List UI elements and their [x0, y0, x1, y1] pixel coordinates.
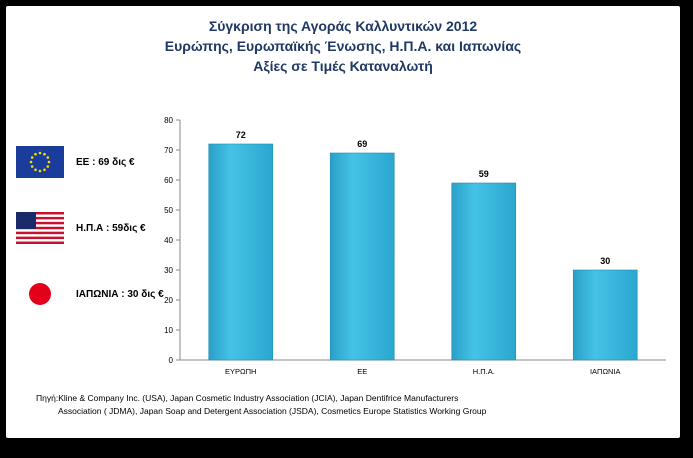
- legend-label-eu: ΕΕ : 69 δις €: [76, 156, 135, 168]
- legend-label-us: Η.Π.Α : 59δις €: [76, 222, 146, 234]
- us-flag-icon: [16, 212, 64, 244]
- x-tick-label-3: Η.Π.Α.: [473, 367, 495, 376]
- bar-2: [329, 152, 395, 361]
- bar-4: [572, 269, 638, 361]
- chart-title: Σύγκριση της Αγοράς Καλλυντικών 2012 Ευρ…: [6, 16, 680, 76]
- eu-flag-icon: [16, 146, 64, 178]
- legend-item-eu: ΕΕ : 69 δις €: [16, 144, 135, 180]
- x-tick-label-2: ΕΕ: [357, 367, 367, 376]
- japan-flag-icon: [16, 278, 64, 310]
- legend-label-japan: ΙΑΠΩΝΙΑ : 30 δις €: [76, 288, 164, 300]
- chart-panel: Σύγκριση της Αγοράς Καλλυντικών 2012 Ευρ…: [6, 6, 680, 438]
- x-tick-label-4: ΙΑΠΩΝΙΑ: [590, 367, 621, 376]
- y-tick-label: 10: [164, 326, 173, 335]
- source-line-2: Association ( JDMA), Japan Soap and Dete…: [58, 406, 487, 416]
- y-tick-label: 40: [164, 236, 173, 245]
- y-tick-label: 30: [164, 266, 173, 275]
- source-line-1: Πηγή:Kline & Company Inc. (USA), Japan C…: [36, 393, 459, 403]
- bar-1: [208, 143, 274, 361]
- y-tick-label: 70: [164, 146, 173, 155]
- legend-item-us: Η.Π.Α : 59δις €: [16, 210, 146, 246]
- y-tick-label: 80: [164, 116, 173, 125]
- source-note: Πηγή:Kline & Company Inc. (USA), Japan C…: [36, 392, 656, 418]
- value-label-2: 69: [357, 139, 367, 149]
- bar-3: [451, 182, 517, 361]
- y-tick-label: 20: [164, 296, 173, 305]
- x-tick-label-1: ΕΥΡΩΠΗ: [225, 367, 256, 376]
- y-tick-label: 60: [164, 176, 173, 185]
- y-tick-label: 0: [169, 356, 174, 365]
- title-line-3: Αξίες σε Τιμές Καταναλωτή: [253, 58, 433, 74]
- legend-item-japan: ΙΑΠΩΝΙΑ : 30 δις €: [16, 276, 164, 312]
- title-line-2: Ευρώπης, Ευρωπαϊκής Ένωσης, Η.Π.Α. και Ι…: [164, 38, 522, 54]
- title-line-1: Σύγκριση της Αγοράς Καλλυντικών 2012: [208, 18, 478, 34]
- value-label-3: 59: [479, 169, 489, 179]
- y-tick-label: 50: [164, 206, 173, 215]
- value-label-1: 72: [236, 130, 246, 140]
- value-label-4: 30: [600, 256, 610, 266]
